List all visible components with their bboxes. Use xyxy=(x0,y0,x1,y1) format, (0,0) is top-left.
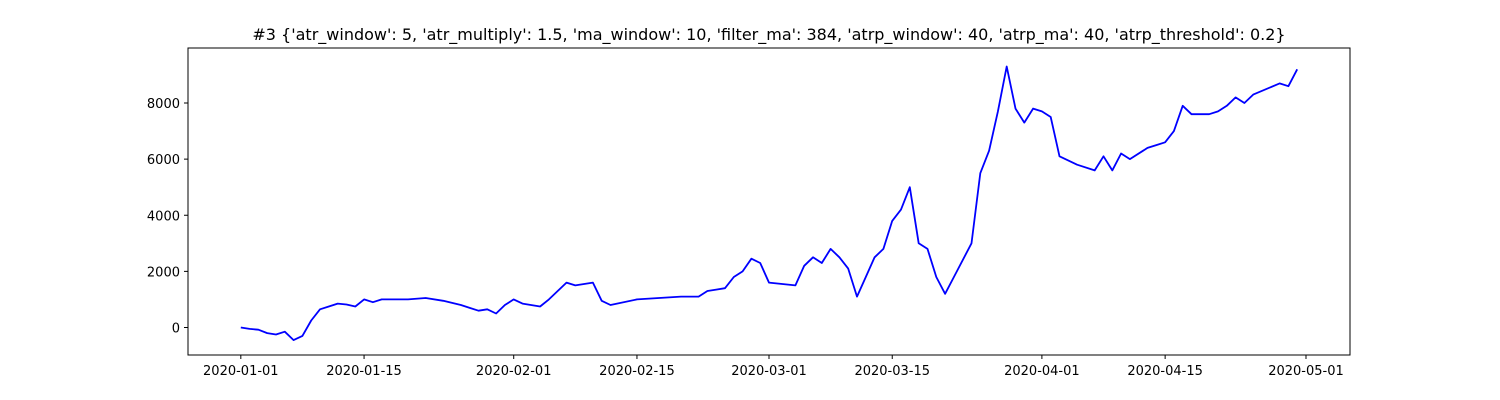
x-tick-label: 2020-04-01 xyxy=(1004,364,1080,379)
x-tick-label: 2020-03-15 xyxy=(854,364,930,379)
plot-frame xyxy=(187,47,1351,356)
y-tick-label: 8000 xyxy=(147,97,180,112)
x-tick-label: 2020-02-15 xyxy=(599,364,675,379)
x-tick-label: 2020-05-01 xyxy=(1268,364,1344,379)
x-tick-label: 2020-02-01 xyxy=(476,364,552,379)
x-tick-label: 2020-04-15 xyxy=(1127,364,1203,379)
y-tick-label: 0 xyxy=(172,321,180,336)
chart-title: #3 {'atr_window': 5, 'atr_multiply': 1.5… xyxy=(252,25,1285,45)
line xyxy=(240,65,1298,342)
x-tick-label: 2020-03-01 xyxy=(731,364,807,379)
y-tick-label: 4000 xyxy=(147,209,180,224)
x-tick-label: 2020-01-15 xyxy=(326,364,402,379)
x-tick-label: 2020-01-01 xyxy=(203,364,279,379)
y-tick-label: 2000 xyxy=(147,265,180,280)
y-tick-label: 6000 xyxy=(147,153,180,168)
